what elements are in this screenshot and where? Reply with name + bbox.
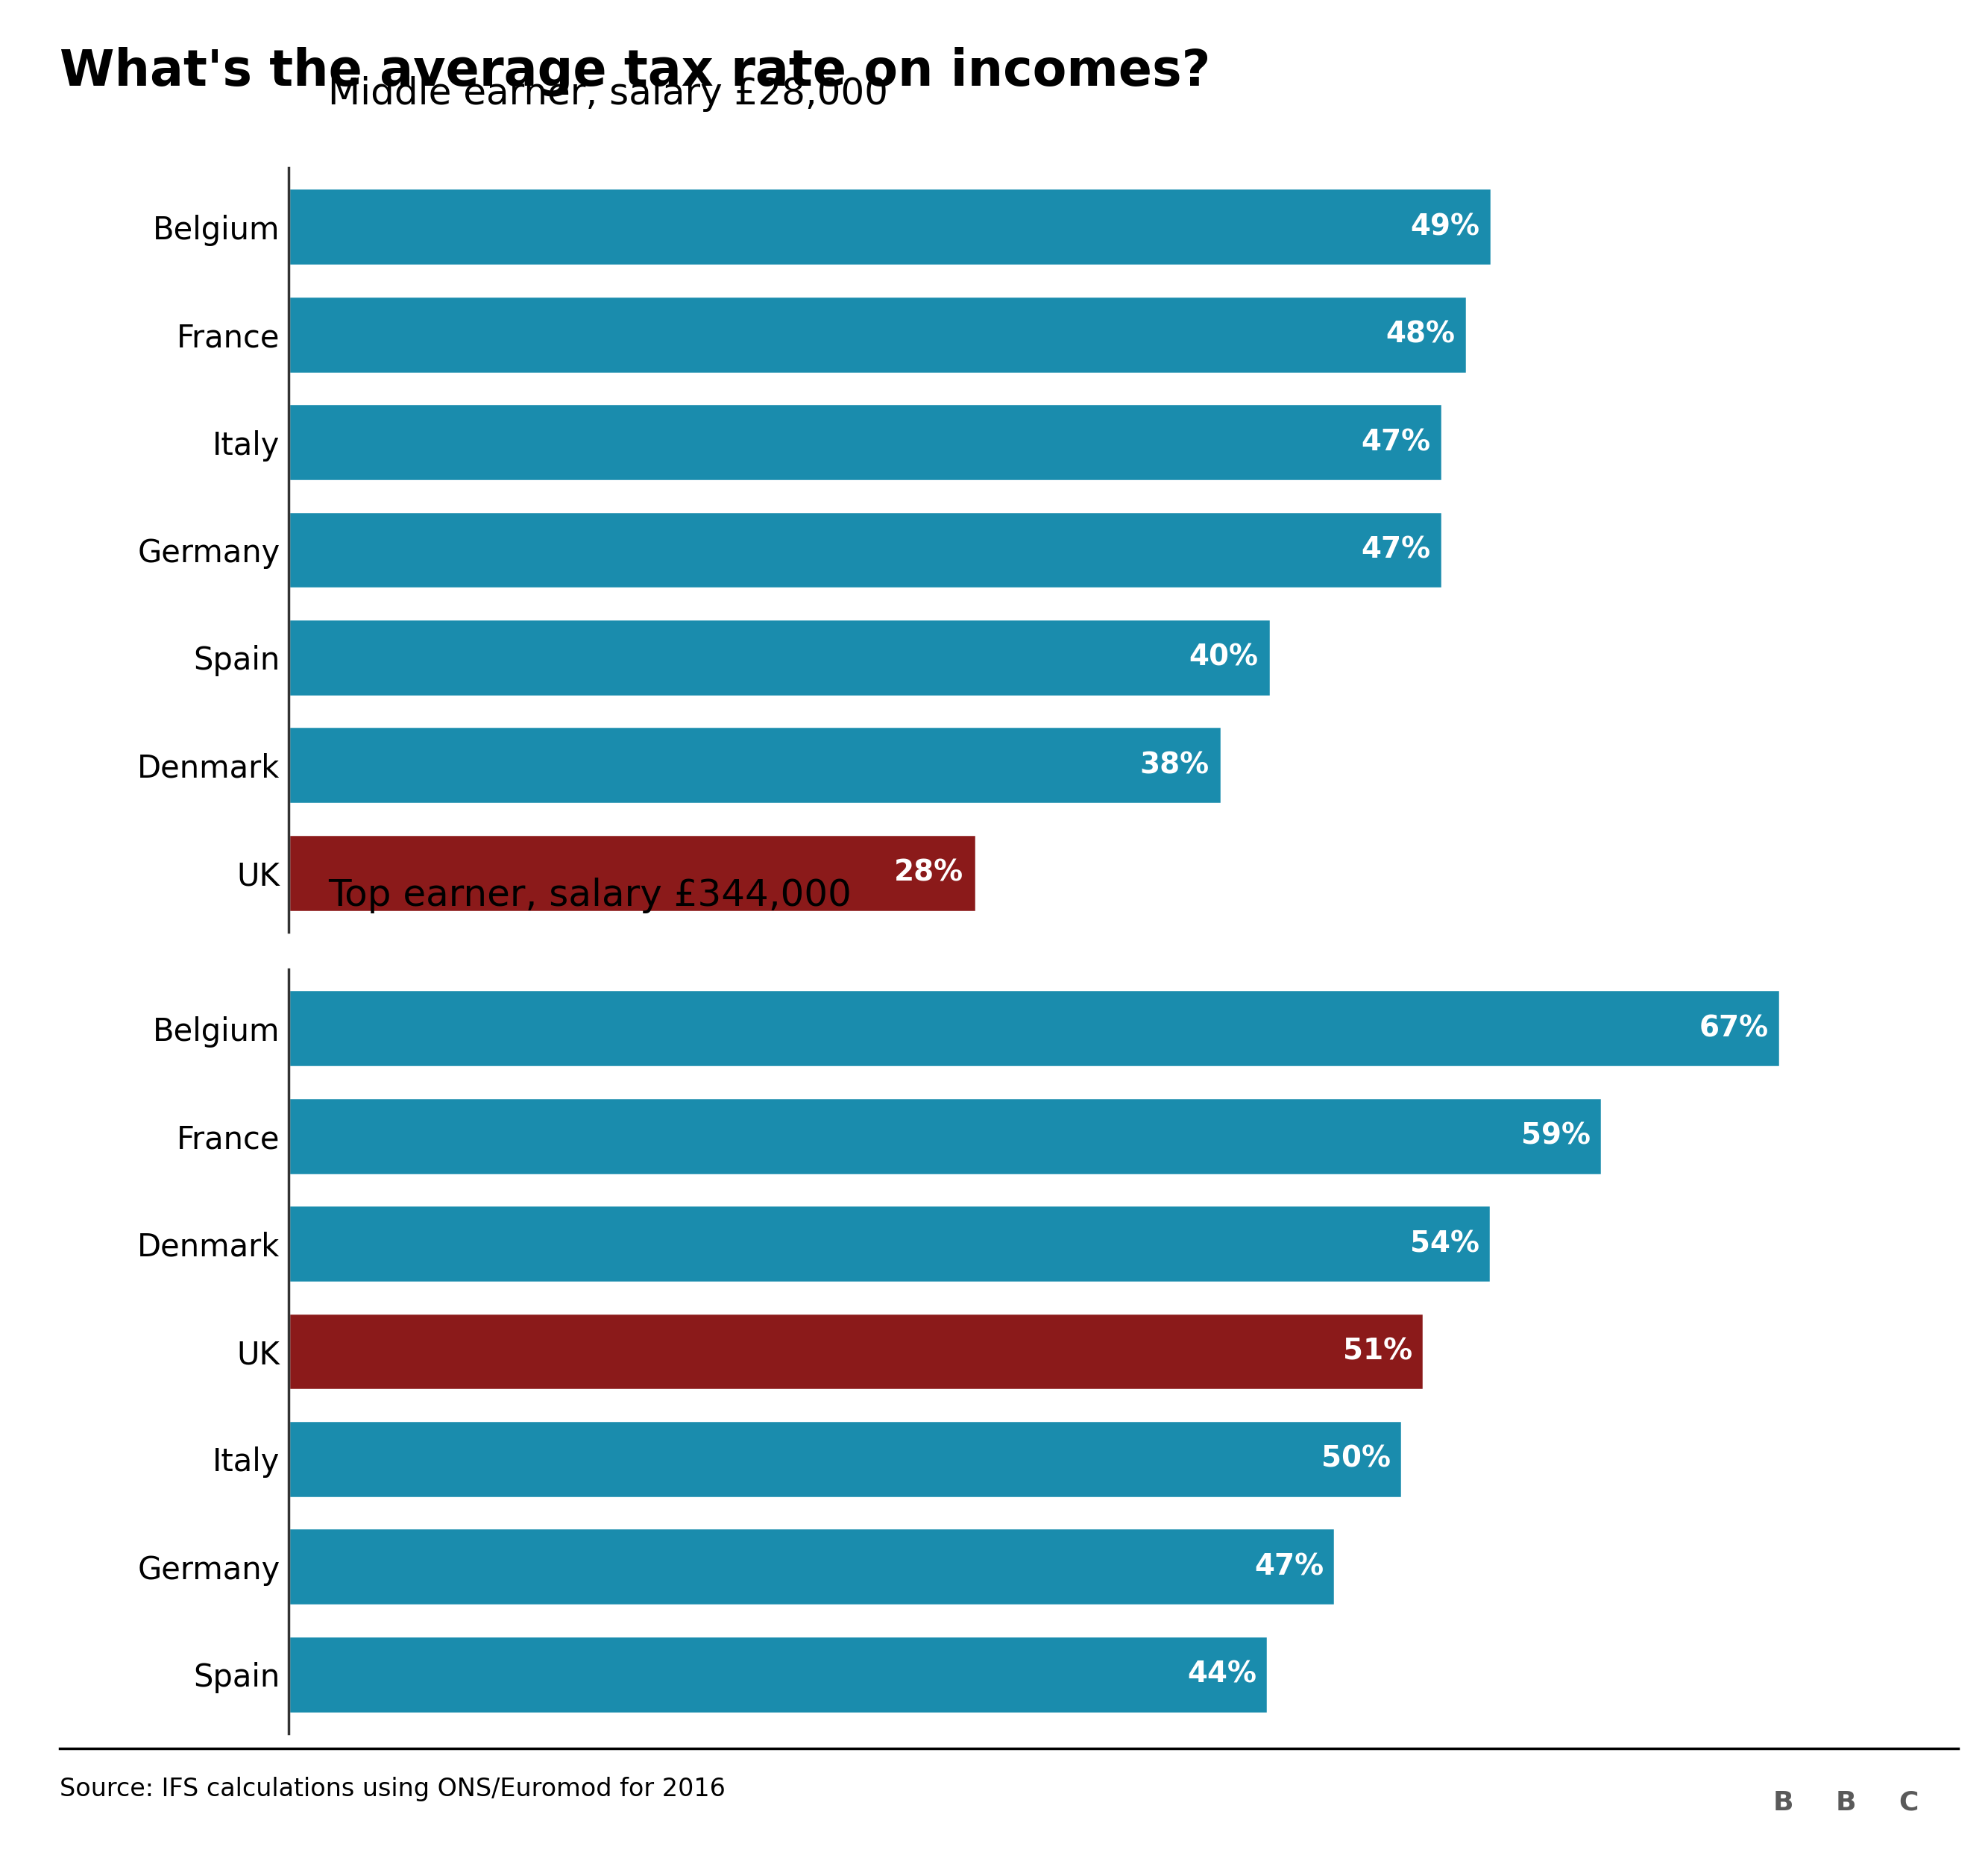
- Text: 28%: 28%: [895, 859, 964, 887]
- Text: 44%: 44%: [1187, 1661, 1256, 1689]
- Text: 59%: 59%: [1521, 1122, 1590, 1150]
- FancyBboxPatch shape: [1881, 1769, 1936, 1836]
- Text: Middle earner, salary £28,000: Middle earner, salary £28,000: [328, 76, 889, 112]
- Bar: [288, 1312, 1423, 1391]
- FancyBboxPatch shape: [1819, 1769, 1873, 1836]
- Text: 40%: 40%: [1189, 643, 1258, 671]
- Text: Source: IFS calculations using ONS/Euromod for 2016: Source: IFS calculations using ONS/Eurom…: [60, 1776, 726, 1802]
- Bar: [288, 1204, 1491, 1282]
- Bar: [288, 727, 1221, 803]
- Bar: [288, 1635, 1268, 1713]
- FancyBboxPatch shape: [1755, 1769, 1811, 1836]
- Text: What's the average tax rate on incomes?: What's the average tax rate on incomes?: [60, 47, 1211, 97]
- Bar: [288, 1528, 1334, 1605]
- Bar: [288, 1098, 1602, 1174]
- Text: B: B: [1835, 1789, 1857, 1816]
- Bar: [288, 511, 1443, 589]
- Bar: [288, 833, 976, 911]
- Text: 48%: 48%: [1386, 321, 1455, 349]
- Text: 49%: 49%: [1409, 212, 1479, 240]
- Text: 47%: 47%: [1254, 1553, 1324, 1581]
- Text: 51%: 51%: [1344, 1336, 1413, 1366]
- Text: 38%: 38%: [1139, 751, 1209, 779]
- Text: 54%: 54%: [1409, 1230, 1479, 1258]
- Text: Top earner, salary £344,000: Top earner, salary £344,000: [328, 878, 851, 913]
- Text: B: B: [1773, 1789, 1793, 1816]
- Text: 47%: 47%: [1360, 535, 1429, 565]
- Bar: [288, 1420, 1402, 1499]
- Bar: [288, 296, 1467, 373]
- Bar: [288, 990, 1779, 1068]
- Text: 47%: 47%: [1360, 429, 1429, 457]
- Text: 50%: 50%: [1322, 1445, 1390, 1473]
- Text: 67%: 67%: [1700, 1014, 1769, 1042]
- Text: C: C: [1899, 1789, 1918, 1816]
- Bar: [288, 619, 1270, 697]
- Bar: [288, 188, 1491, 267]
- Bar: [288, 403, 1443, 481]
